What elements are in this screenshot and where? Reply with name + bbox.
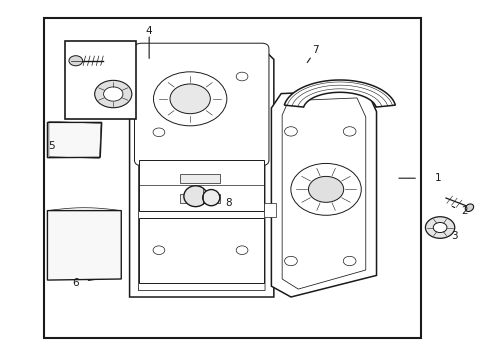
Text: 6: 6	[72, 278, 79, 288]
Circle shape	[103, 87, 122, 101]
Polygon shape	[271, 90, 376, 297]
Bar	[44, 18, 420, 338]
Circle shape	[425, 217, 454, 238]
Circle shape	[236, 72, 247, 81]
Circle shape	[284, 256, 297, 266]
Circle shape	[432, 222, 446, 233]
Circle shape	[290, 163, 361, 215]
Polygon shape	[138, 47, 264, 291]
Ellipse shape	[464, 204, 473, 212]
Circle shape	[153, 128, 164, 136]
Polygon shape	[47, 211, 121, 280]
Text: 4: 4	[145, 26, 152, 36]
Circle shape	[343, 127, 355, 136]
Circle shape	[153, 246, 164, 255]
Text: 7: 7	[311, 45, 318, 55]
Text: 8: 8	[225, 198, 232, 208]
Bar	[139, 218, 264, 283]
Circle shape	[153, 72, 226, 126]
Ellipse shape	[202, 189, 220, 206]
Ellipse shape	[183, 186, 207, 207]
Polygon shape	[282, 98, 365, 289]
Text: 5: 5	[48, 141, 55, 151]
Circle shape	[236, 246, 247, 255]
Bar	[65, 41, 136, 119]
Polygon shape	[129, 45, 273, 297]
Circle shape	[308, 176, 343, 202]
Bar	[180, 194, 220, 203]
Circle shape	[170, 84, 210, 114]
FancyBboxPatch shape	[134, 43, 268, 166]
Bar	[139, 160, 264, 211]
Circle shape	[95, 80, 132, 108]
Text: 2: 2	[460, 206, 467, 216]
Circle shape	[343, 256, 355, 266]
Circle shape	[284, 127, 297, 136]
Bar	[264, 203, 276, 217]
Text: 3: 3	[450, 231, 457, 241]
Text: 1: 1	[433, 173, 440, 183]
Circle shape	[69, 56, 82, 66]
Polygon shape	[284, 80, 395, 107]
Bar	[180, 174, 220, 183]
Polygon shape	[47, 122, 102, 158]
